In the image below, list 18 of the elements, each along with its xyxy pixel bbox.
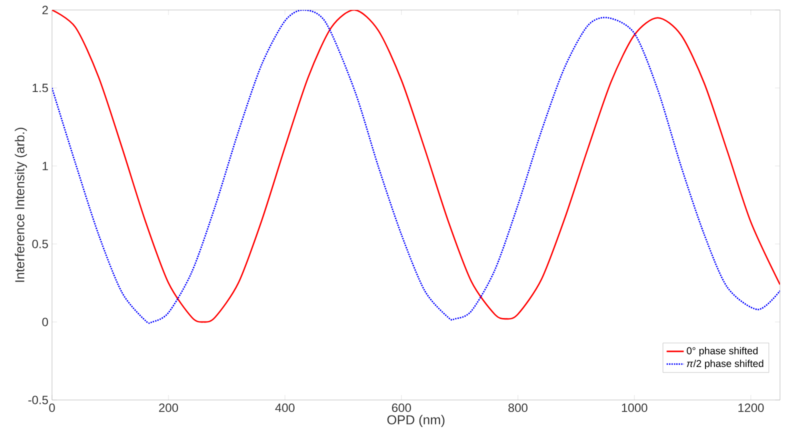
x-tick-label: 1000 <box>622 404 648 412</box>
y-axis-title: Interference Intensity (arb.) <box>14 128 27 282</box>
y-tick-label: -0.5 <box>28 396 48 404</box>
x-axis-title: OPD (nm) <box>387 414 444 427</box>
y-tick-label: 0.5 <box>32 240 48 248</box>
y-tick-label: 1.5 <box>32 84 48 92</box>
y-tick-label: 2 <box>42 6 48 14</box>
x-tick-label: 1200 <box>738 404 764 412</box>
x-tick-label: 200 <box>159 404 178 412</box>
y-tick-label: 1 <box>42 162 48 170</box>
legend-label: 0° phase shifted <box>686 346 758 356</box>
line-series <box>52 10 780 323</box>
legend-label: π/2 phase shifted <box>686 360 764 370</box>
x-tick-label: 800 <box>508 404 528 412</box>
x-tick-label: 0 <box>49 404 55 412</box>
x-tick-label: 400 <box>275 404 295 412</box>
y-tick-label: 0 <box>42 318 48 326</box>
x-tick-label: 600 <box>392 404 411 412</box>
